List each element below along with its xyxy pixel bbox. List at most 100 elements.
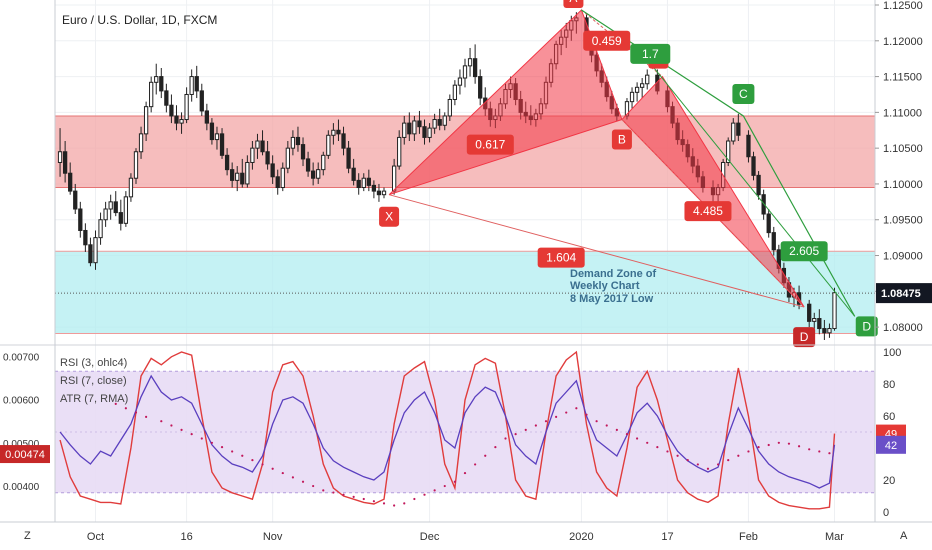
candle-body <box>194 76 199 92</box>
atr-point <box>134 411 138 414</box>
last-price-tag-text: 1.08475 <box>881 288 921 300</box>
atr-point <box>124 407 127 410</box>
zone-label-line-2: Weekly Chart <box>570 280 640 292</box>
atr-tick-label: 0.00600 <box>3 396 40 407</box>
atr-point <box>595 420 598 423</box>
atr-point <box>261 463 264 466</box>
candle-body <box>123 196 129 224</box>
candle-body <box>300 144 306 160</box>
candle-body <box>290 136 296 149</box>
candle-body <box>629 91 635 103</box>
candle-body <box>812 318 817 322</box>
atr-point <box>474 463 477 466</box>
candle-body <box>103 208 108 221</box>
atr-point <box>808 448 811 451</box>
atr-point <box>605 424 608 427</box>
atr-point <box>322 489 325 492</box>
atr-point <box>372 500 375 503</box>
candle-body <box>245 161 250 185</box>
atr-point <box>828 452 831 455</box>
bottom-left-label[interactable]: Z <box>24 530 31 542</box>
candle-body <box>397 136 402 167</box>
ratio-red-2-box <box>684 201 732 222</box>
label-red-b-box <box>611 129 632 150</box>
atr-point <box>453 480 456 483</box>
atr-point <box>332 491 335 494</box>
label-green-d-box <box>855 316 878 337</box>
candle-body <box>640 83 645 88</box>
rsi3-line <box>59 350 836 510</box>
y-tick-label: 1.10500 <box>883 143 923 155</box>
ratio-green-0-box <box>780 241 828 262</box>
candle-body <box>726 140 731 163</box>
ratio-red-3-box <box>537 247 585 268</box>
atr-point <box>696 463 699 466</box>
atr-point <box>433 489 436 492</box>
rsi-tick-label: 60 <box>883 411 895 423</box>
bottom-right-label[interactable]: A <box>900 530 908 542</box>
legend-rsi3: RSI (3, ohlc4) <box>60 357 127 369</box>
y-tick-label: 1.12500 <box>883 0 923 12</box>
candle-body <box>391 165 397 192</box>
candle-body <box>832 292 837 330</box>
atr-point <box>291 476 295 479</box>
indicator-pane <box>0 344 932 510</box>
atr-point <box>443 484 446 488</box>
candle-body <box>143 106 149 135</box>
ratio-green-0-text: 2.605 <box>789 244 819 258</box>
legend-atr: ATR (7, RMA) <box>60 393 128 405</box>
candle-body <box>154 76 159 83</box>
candle-body <box>214 133 220 141</box>
atr-point <box>534 424 537 427</box>
candle-body <box>189 76 194 95</box>
x-tick-label: 17 <box>661 531 673 543</box>
atr-point <box>757 446 760 449</box>
candle-body <box>351 167 356 181</box>
candle-body <box>427 127 432 138</box>
candle-body <box>250 147 255 163</box>
atr-point <box>666 450 669 453</box>
harmonic-green-bd <box>651 65 856 317</box>
atr-tag-text: 0.00474 <box>5 449 45 461</box>
atr-point <box>210 441 214 444</box>
rsi-tick-label: 80 <box>883 379 895 391</box>
x-tick-label: Oct <box>87 531 104 543</box>
x-tick-label: Mar <box>825 531 844 543</box>
atr-point <box>615 428 618 431</box>
atr-point <box>180 428 183 431</box>
candle-body <box>159 76 164 92</box>
atr-point <box>797 445 801 448</box>
candle-body <box>128 177 134 198</box>
candle-body <box>437 119 442 126</box>
candle-body <box>169 104 174 117</box>
atr-tick-label: 0.00400 <box>3 482 40 493</box>
candle-body <box>260 140 265 153</box>
chart-title: Euro / U.S. Dollar, 1D, FXCM <box>62 13 217 27</box>
candle-body <box>827 328 832 334</box>
atr-point <box>190 433 193 436</box>
atr-point <box>706 467 710 470</box>
y-tick-label: 1.11500 <box>883 72 922 84</box>
candle-body <box>736 122 741 136</box>
rsi-tick-label: 20 <box>883 475 895 487</box>
y-tick-label: 1.12000 <box>883 36 923 48</box>
candle-body <box>731 122 736 142</box>
ratio-red-1-text: 0.459 <box>592 34 622 48</box>
candle-body <box>356 179 361 189</box>
x-tick-label: 16 <box>180 531 192 543</box>
atr-point <box>170 424 173 427</box>
candle-body <box>371 184 377 192</box>
candle-body <box>442 115 447 126</box>
candle-body <box>108 201 113 210</box>
rsi-tick-label: 100 <box>883 347 901 359</box>
candle-body <box>174 115 179 124</box>
candle-body <box>766 213 771 234</box>
atr-point <box>635 437 639 440</box>
atr-point <box>575 407 578 410</box>
atr-point <box>524 428 527 431</box>
atr-tick-label: 0.00500 <box>3 439 40 450</box>
candle-body <box>381 190 387 196</box>
atr-point <box>514 433 517 436</box>
